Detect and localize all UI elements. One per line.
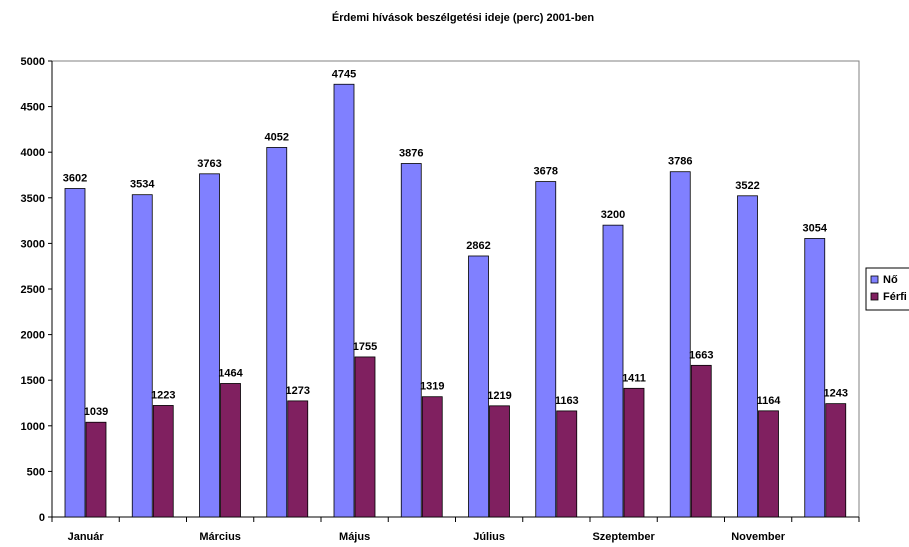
data-label: 3054: [803, 222, 828, 234]
data-label: 3200: [601, 209, 625, 221]
bar: [804, 238, 826, 518]
data-label: 1243: [824, 388, 848, 400]
data-label: 1164: [757, 395, 782, 407]
legend-box: [865, 267, 909, 311]
data-label: 4745: [332, 68, 356, 80]
bar: [85, 421, 107, 518]
data-label: 1273: [286, 385, 310, 397]
bar: [64, 188, 86, 518]
data-labels: 3602 3534 3763 4052 4745 3876 2862 3678 3200 3786…: [63, 68, 848, 418]
y-tick-label: 2500: [21, 284, 45, 296]
bar: [556, 410, 578, 518]
y-tick-label: 5000: [21, 56, 45, 68]
bar: [333, 83, 355, 518]
bars: [64, 83, 847, 518]
bar: [758, 410, 779, 518]
data-label: 3522: [735, 180, 759, 192]
data-label: 1755: [353, 341, 377, 353]
data-label: 3602: [63, 172, 87, 184]
legend-swatch: [870, 292, 879, 301]
y-tick-label: 3000: [21, 238, 45, 250]
bar: [623, 387, 645, 518]
x-tick-label: Május: [339, 531, 370, 543]
y-tick-label: 4000: [21, 147, 45, 159]
bar: [737, 195, 758, 518]
legend-swatch: [870, 275, 879, 284]
legend: Nő Férfi: [865, 267, 909, 311]
data-label: 2862: [466, 240, 490, 252]
bar: [131, 194, 153, 518]
data-label: 3876: [399, 148, 423, 160]
chart-title: Érdemi hívások beszélgetési ideje (perc)…: [332, 11, 595, 24]
data-label: 3786: [668, 156, 692, 168]
y-axis: 0 500 1000 1500 2000 2500 3000 3500 4000 4500 5000: [21, 56, 53, 524]
data-label: 3763: [197, 158, 221, 170]
data-label: 3678: [534, 166, 558, 178]
y-tick-label: 1500: [21, 375, 45, 387]
y-tick-label: 1000: [21, 421, 45, 433]
data-label: 1319: [420, 381, 444, 393]
y-tick-label: 500: [27, 466, 45, 478]
data-label: 1219: [487, 390, 511, 402]
bar: [602, 224, 624, 518]
legend-label: Férfi: [883, 291, 907, 303]
data-label: 1464: [218, 367, 243, 379]
bar: [421, 396, 443, 518]
data-label: 1163: [555, 395, 579, 407]
data-label: 1411: [622, 372, 646, 384]
bar: [199, 173, 220, 518]
legend-label: Nő: [883, 274, 898, 286]
bar: [354, 356, 376, 518]
x-axis: Január Március Május Július Szeptember Novemb…: [51, 516, 860, 543]
x-tick-label: Március: [199, 531, 241, 543]
y-tick-label: 3500: [21, 193, 45, 205]
bar: [669, 171, 691, 518]
x-tick-label: Július: [473, 531, 505, 543]
x-tick-label: Január: [68, 531, 105, 543]
bar: [266, 147, 288, 518]
bar: [400, 163, 422, 518]
data-label: 4052: [265, 131, 289, 143]
bar: [690, 364, 712, 518]
x-tick-label: Szeptember: [592, 531, 655, 543]
y-tick-label: 4500: [21, 102, 45, 114]
bar: [489, 405, 510, 518]
plot-area: [51, 60, 860, 518]
data-label: 1223: [151, 389, 175, 401]
y-tick-label: 2000: [21, 330, 45, 342]
y-tick-label: 0: [39, 512, 45, 524]
data-label: 3534: [130, 179, 155, 191]
x-tick-label: November: [731, 531, 786, 543]
bar: [220, 383, 241, 518]
data-label: 1663: [689, 349, 713, 361]
bar: [825, 403, 847, 518]
data-label: 1039: [84, 406, 108, 418]
bar: [468, 255, 489, 518]
bar: [535, 181, 557, 518]
bar: [152, 405, 174, 518]
bar: [287, 400, 309, 518]
